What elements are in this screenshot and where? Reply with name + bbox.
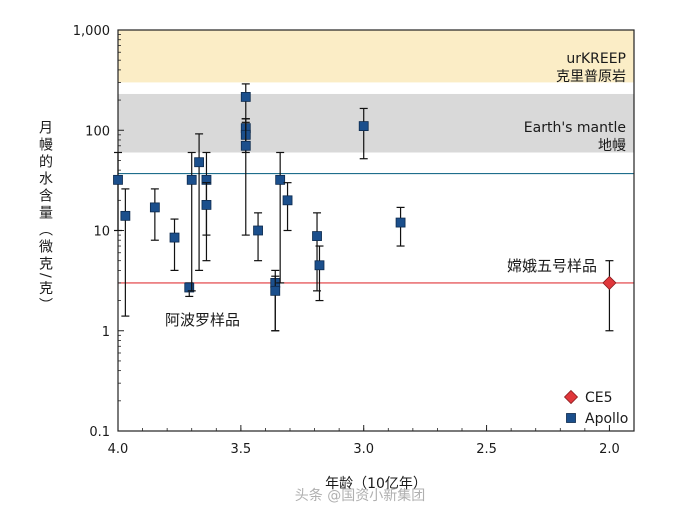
plot-frame: [117, 29, 635, 432]
x-tick-label: 3.0: [353, 442, 374, 457]
apollo-point: [186, 174, 197, 185]
y-axis-title: 月幔的水含量（微克/克）: [37, 120, 53, 315]
bands-layer: [118, 30, 634, 153]
x-tick-label: 2.5: [476, 442, 497, 457]
band-sublabel-urkreep: 克里普原岩: [556, 69, 626, 85]
apollo-point: [395, 217, 406, 228]
band-sublabel-earth-mantle: 地幔: [598, 138, 626, 154]
legend-ce5-marker: [563, 389, 579, 405]
apollo-point: [270, 285, 281, 296]
apollo-point: [314, 260, 325, 271]
legend-apollo-label: Apollo: [585, 411, 628, 427]
x-tick-label: 3.5: [231, 442, 252, 457]
apollo-point: [194, 157, 204, 168]
points-layer: [113, 83, 617, 332]
apollo-point: [169, 232, 180, 243]
apollo-point: [275, 174, 286, 185]
apollo-point: [184, 282, 195, 293]
axes-layer: 4.0 3.5 3.0 2.5 2.0 0.1 1 10 100 1,000 年龄（10亿年） 月幔的…: [37, 24, 635, 492]
annotation-ce5: 嫦娥五号样品: [507, 257, 597, 275]
apollo-point: [358, 121, 369, 132]
x-axis-title: 年龄（10亿年）: [325, 476, 427, 492]
x-tick-label: 4.0: [108, 442, 129, 457]
y-tick-label: 10: [93, 225, 110, 240]
apollo-point: [113, 174, 123, 185]
apollo-point: [120, 210, 131, 221]
annotation-apollo: 阿波罗样品: [165, 311, 240, 329]
apollo-point: [149, 202, 160, 213]
band-label-earth-mantle: Earth's mantle: [524, 120, 626, 136]
x-tick-label: 2.0: [599, 442, 620, 457]
y-tick-label: 1,000: [73, 24, 110, 39]
band-0: [118, 30, 634, 83]
apollo-point: [282, 195, 293, 206]
legend-ce5-label: CE5: [585, 390, 613, 406]
reference-lines-layer: [118, 172, 634, 284]
ce5-point: [602, 275, 617, 290]
watermark-text: 头条 @国资小新集团: [295, 487, 425, 504]
y-tick-label: 1: [102, 325, 110, 340]
apollo-point: [201, 200, 212, 210]
labels-layer: urKREEP 克里普原岩 Earth's mantle 地幔嫦娥五号样品阿波罗样品头…: [165, 51, 626, 504]
y-tick-label: 100: [85, 124, 110, 139]
legend-apollo-marker: [566, 413, 576, 423]
apollo-point: [240, 140, 251, 151]
band-label-urkreep: urKREEP: [566, 51, 626, 67]
legend: CE5 Apollo: [563, 389, 628, 427]
y-tick-label: 0.1: [89, 425, 110, 440]
apollo-point: [240, 92, 251, 102]
apollo-point: [253, 225, 263, 236]
apollo-point: [312, 231, 322, 241]
band-1: [118, 93, 634, 153]
